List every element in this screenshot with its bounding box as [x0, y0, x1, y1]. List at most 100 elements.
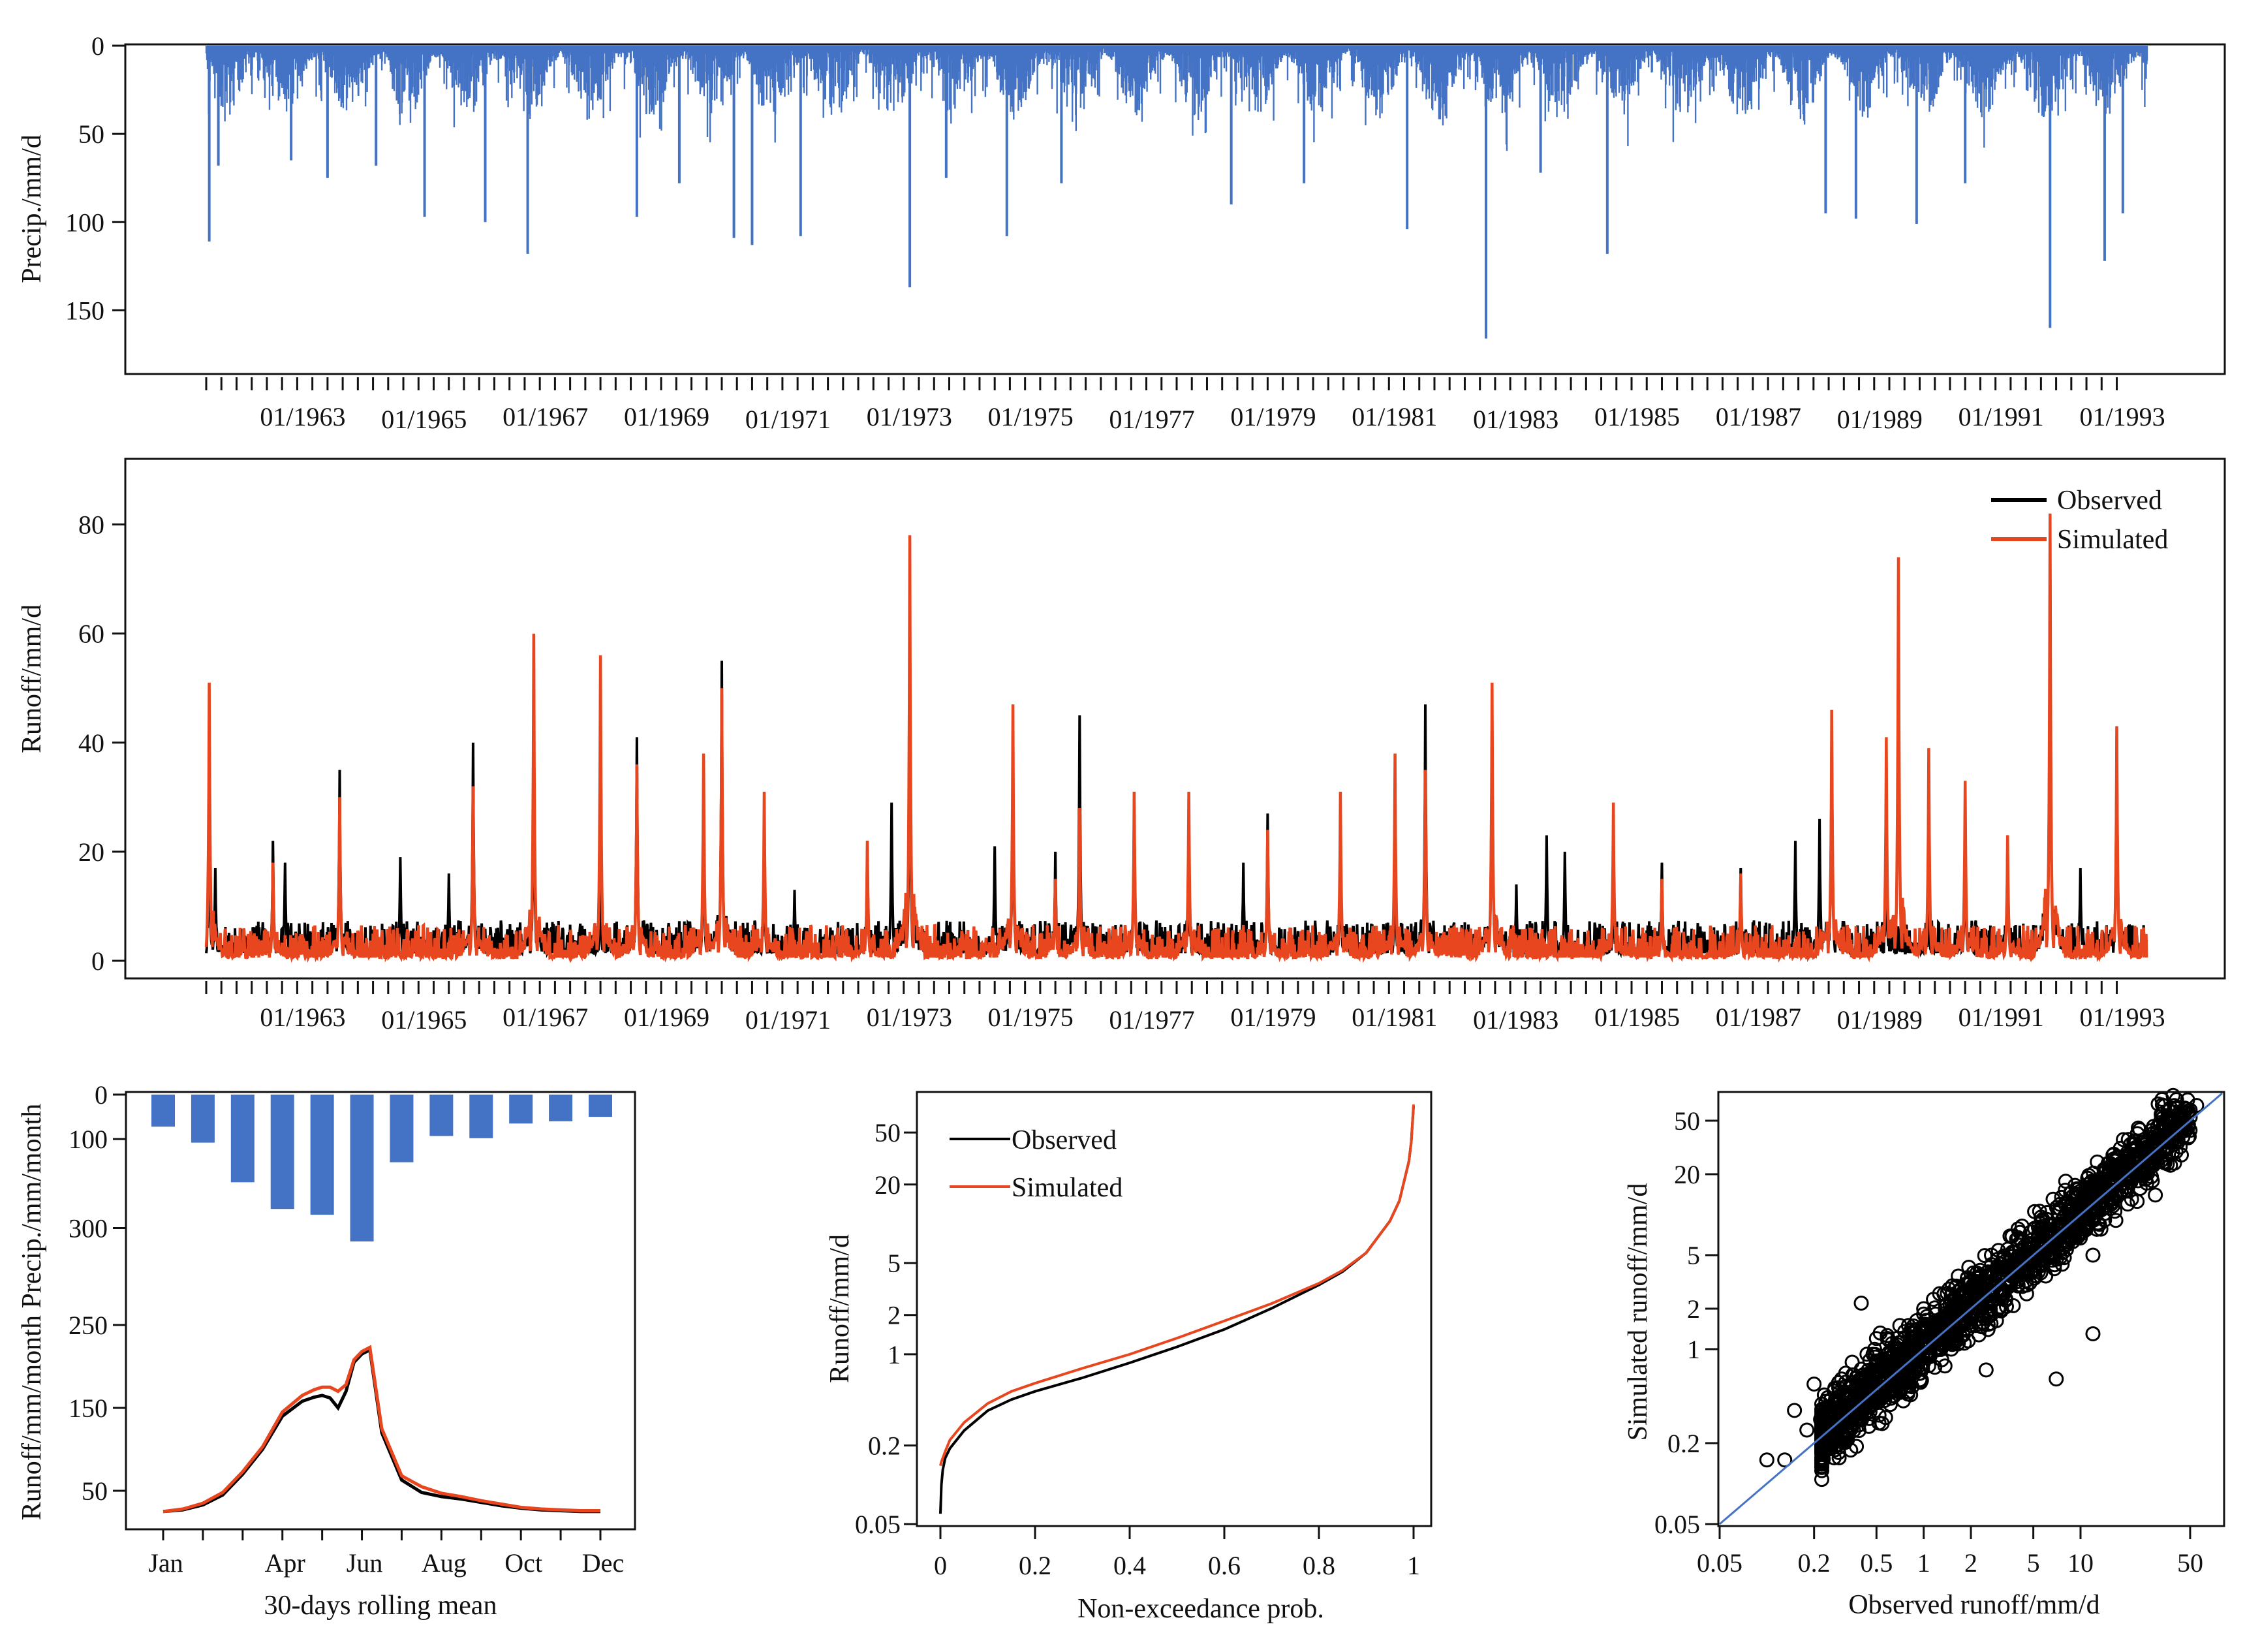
- y-tick-label: 100: [65, 208, 104, 237]
- fdc-legend: Observed Simulated: [950, 1125, 1122, 1203]
- x-tick-label: 01/1969: [624, 1003, 709, 1032]
- x-tick-label: 0.4: [1113, 1551, 1146, 1580]
- x-tick-label: 01/1975: [988, 1003, 1074, 1032]
- fdc-observed-line: [939, 1106, 1415, 1514]
- scatter-point: [1861, 1367, 1877, 1382]
- legend-observed-label: Observed: [2057, 486, 2162, 516]
- x-tick-label: 10: [2067, 1548, 2094, 1578]
- scatter-point: [1834, 1403, 1850, 1418]
- x-tick-label: 0.6: [1208, 1551, 1241, 1580]
- y-tick-label: 300: [69, 1214, 108, 1243]
- x-tick-label: 01/1965: [381, 1005, 467, 1035]
- one-to-one-line: [1719, 1092, 2223, 1525]
- y-tick-label: 40: [78, 728, 104, 758]
- scatter-point: [1916, 1354, 1932, 1370]
- scatter-point: [1990, 1301, 2006, 1317]
- y-tick-label: 0.2: [868, 1431, 901, 1461]
- fdc-x-label: Non-exceedance prob.: [1077, 1594, 1324, 1624]
- precip-month-bar: [549, 1095, 573, 1121]
- x-tick-label: Oct: [504, 1548, 542, 1578]
- y-tick-label: 5: [888, 1249, 901, 1278]
- x-tick-label: 01/1989: [1837, 405, 1923, 434]
- scatter-point: [1963, 1318, 1979, 1333]
- x-tick-label: 1: [1407, 1551, 1420, 1580]
- precip-month-bar: [310, 1095, 334, 1215]
- scatter-panel: 0.05 0.2 1 2 5 20 50 0.05 0.2 0.5 1 2 5 10 50 Simulat…: [1623, 1087, 2225, 1620]
- runoff-series-observed: [205, 524, 2148, 959]
- precip-month-bar: [270, 1095, 294, 1209]
- y-tick-label: 60: [78, 619, 104, 649]
- precip-month-bar: [390, 1095, 414, 1162]
- y-tick-label: 1: [1687, 1335, 1700, 1364]
- scatter-point: [1759, 1452, 1774, 1468]
- fdc-y-label: Runoff/mm/d: [825, 1234, 855, 1383]
- scatter-point: [2175, 1129, 2191, 1145]
- precip-axes-frame: [124, 43, 2226, 375]
- scatter-point: [2085, 1326, 2101, 1342]
- scatter-point: [1799, 1422, 1815, 1438]
- scatter-point: [2100, 1187, 2116, 1203]
- x-tick-label: 01/1973: [867, 1003, 952, 1032]
- x-tick-label: 0.05: [1697, 1548, 1742, 1578]
- precip-month-bar: [350, 1095, 374, 1241]
- x-tick-label: 01/1991: [1959, 1003, 2044, 1032]
- seasonal-simulated-line: [163, 1345, 600, 1514]
- y-tick-label: 1: [888, 1340, 901, 1369]
- x-tick-label: 5: [2027, 1548, 2040, 1578]
- x-tick-label: 50: [2177, 1548, 2203, 1578]
- scatter-point: [1881, 1382, 1897, 1397]
- runoff-y-label: Runoff/mm/d: [17, 604, 47, 753]
- scatter-point: [2158, 1147, 2174, 1162]
- x-tick-label: 1: [1917, 1548, 1930, 1578]
- x-tick-label: 2: [1964, 1548, 1977, 1578]
- fdc-simulated-line: [939, 1104, 1415, 1467]
- fdc-legend-simulated-label: Simulated: [1012, 1173, 1122, 1203]
- x-tick-label: 01/1969: [624, 402, 709, 431]
- y-tick-label: 0.2: [1667, 1429, 1700, 1458]
- y-tick-label: 0: [91, 31, 104, 61]
- scatter-point: [2049, 1371, 2064, 1387]
- runoff-axes-frame: [124, 458, 2226, 980]
- y-tick-label: 20: [1674, 1160, 1700, 1189]
- seasonal-axes-frame: [125, 1091, 636, 1531]
- runoff-x-ticks: 01/1963 01/1965 01/1967 01/1969 01/1971 01/19…: [205, 981, 2165, 1035]
- scatter-point: [2148, 1187, 2163, 1203]
- scatter-point: [2135, 1166, 2151, 1182]
- precip-month-bar: [230, 1095, 255, 1183]
- x-tick-label: 01/1991: [1959, 402, 2044, 431]
- x-tick-label: Apr: [265, 1548, 305, 1578]
- seasonal-x-ticks: Jan Apr Jun Aug Oct Dec: [148, 1529, 624, 1578]
- x-tick-label: 0.8: [1303, 1551, 1335, 1580]
- scatter-points: [1759, 1087, 2205, 1488]
- scatter-point: [1853, 1295, 1869, 1311]
- fdc-panel: 0.05 0.2 1 2 5 20 50 0 0.2 0.4 0.6 0.8 1 Runoff/mm/…: [825, 1091, 1432, 1624]
- scatter-point: [2189, 1098, 2205, 1114]
- seasonal-panel: 0 100 300 50 150 250 Jan Apr Jun Aug Oct Dec Runof…: [17, 1080, 636, 1621]
- scatter-point: [1978, 1362, 1994, 1378]
- x-tick-label: 01/1963: [260, 402, 345, 431]
- y-tick-label: 50: [875, 1118, 901, 1147]
- runoff-legend: Observed Simulated: [1991, 486, 2168, 555]
- precip-x-ticks: 01/1963 01/1965 01/1967 01/1969 01/1971 01/19…: [205, 377, 2165, 434]
- scatter-point: [1943, 1288, 1959, 1303]
- seasonal-y-ticks: 0 100 300 50 150 250: [69, 1080, 126, 1506]
- scatter-point: [1900, 1318, 1916, 1333]
- scatter-x-label: Observed runoff/mm/d: [1848, 1590, 2099, 1620]
- x-tick-label: 01/1965: [381, 405, 467, 434]
- precip-y-ticks: 0 50 100 150: [65, 31, 125, 325]
- y-tick-label: 50: [82, 1476, 108, 1506]
- y-tick-label: 0: [91, 946, 104, 976]
- scatter-x-ticks: 0.05 0.2 0.5 1 2 5 10 50: [1697, 1526, 2203, 1578]
- x-tick-label: 01/1975: [988, 402, 1074, 431]
- scatter-point: [1900, 1371, 1916, 1387]
- scatter-point: [1868, 1395, 1884, 1410]
- scatter-y-ticks: 0.05 0.2 1 2 5 20 50: [1654, 1106, 1718, 1539]
- scatter-point: [2126, 1143, 2142, 1159]
- scatter-point: [1990, 1260, 2006, 1276]
- y-tick-label: 20: [875, 1170, 901, 1200]
- y-tick-label: 150: [65, 296, 104, 325]
- seasonal-x-label: 30-days rolling mean: [264, 1591, 497, 1621]
- precip-month-bar: [469, 1095, 493, 1138]
